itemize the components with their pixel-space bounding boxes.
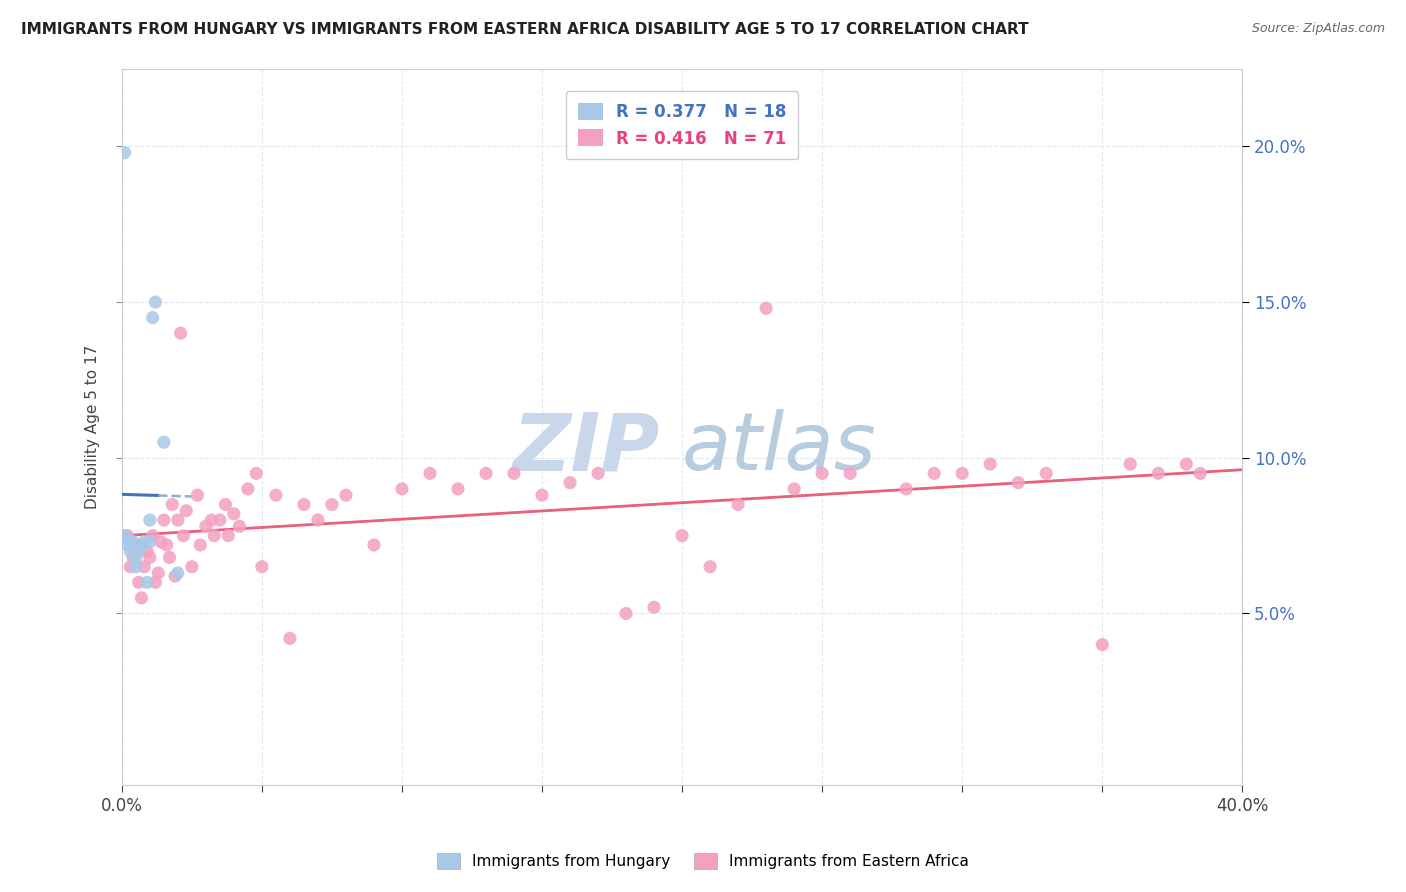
- Point: [117, 528, 139, 542]
- Point: [139, 534, 162, 549]
- Point: [1175, 457, 1198, 471]
- Point: [699, 559, 721, 574]
- Point: [142, 528, 165, 542]
- Point: [122, 550, 145, 565]
- Point: [531, 488, 554, 502]
- Point: [447, 482, 470, 496]
- Point: [145, 295, 167, 310]
- Point: [419, 467, 441, 481]
- Point: [307, 513, 329, 527]
- Point: [1007, 475, 1029, 490]
- Point: [174, 504, 197, 518]
- Point: [128, 575, 150, 590]
- Point: [142, 310, 165, 325]
- Point: [165, 569, 187, 583]
- Point: [145, 575, 167, 590]
- Point: [136, 544, 159, 558]
- Point: [148, 566, 170, 580]
- Point: [172, 528, 194, 542]
- Point: [811, 467, 834, 481]
- Point: [1035, 467, 1057, 481]
- Point: [134, 534, 156, 549]
- Point: [335, 488, 357, 502]
- Text: atlas: atlas: [682, 409, 877, 487]
- Point: [755, 301, 778, 316]
- Point: [208, 513, 231, 527]
- Point: [896, 482, 918, 496]
- Text: ZIP: ZIP: [512, 409, 659, 487]
- Point: [671, 528, 693, 542]
- Legend: R = 0.377   N = 18, R = 0.416   N = 71: R = 0.377 N = 18, R = 0.416 N = 71: [567, 91, 799, 159]
- Point: [950, 467, 973, 481]
- Point: [217, 528, 239, 542]
- Point: [475, 467, 498, 481]
- Point: [194, 519, 217, 533]
- Point: [783, 482, 806, 496]
- Point: [979, 457, 1001, 471]
- Point: [131, 591, 153, 605]
- Point: [200, 513, 222, 527]
- Point: [250, 559, 273, 574]
- Point: [214, 498, 236, 512]
- Point: [166, 566, 188, 580]
- Point: [134, 559, 156, 574]
- Legend: Immigrants from Hungary, Immigrants from Eastern Africa: Immigrants from Hungary, Immigrants from…: [432, 847, 974, 875]
- Point: [120, 559, 142, 574]
- Point: [131, 538, 153, 552]
- Point: [122, 534, 145, 549]
- Point: [125, 538, 148, 552]
- Y-axis label: Disability Age 5 to 17: Disability Age 5 to 17: [86, 344, 100, 508]
- Point: [166, 513, 188, 527]
- Point: [236, 482, 259, 496]
- Point: [128, 544, 150, 558]
- Text: IMMIGRANTS FROM HUNGARY VS IMMIGRANTS FROM EASTERN AFRICA DISABILITY AGE 5 TO 17: IMMIGRANTS FROM HUNGARY VS IMMIGRANTS FR…: [21, 22, 1029, 37]
- Point: [114, 145, 136, 160]
- Point: [139, 513, 162, 527]
- Point: [1189, 467, 1212, 481]
- Point: [503, 467, 526, 481]
- Point: [202, 528, 225, 542]
- Point: [114, 528, 136, 542]
- Point: [245, 467, 267, 481]
- Point: [727, 498, 749, 512]
- Point: [264, 488, 287, 502]
- Point: [558, 475, 581, 490]
- Point: [153, 435, 176, 450]
- Point: [1091, 638, 1114, 652]
- Point: [120, 544, 142, 558]
- Point: [292, 498, 315, 512]
- Point: [156, 538, 179, 552]
- Point: [120, 534, 142, 549]
- Point: [1147, 467, 1170, 481]
- Point: [922, 467, 945, 481]
- Point: [363, 538, 385, 552]
- Point: [136, 575, 159, 590]
- Point: [1119, 457, 1142, 471]
- Point: [117, 538, 139, 552]
- Point: [222, 507, 245, 521]
- Text: Source: ZipAtlas.com: Source: ZipAtlas.com: [1251, 22, 1385, 36]
- Point: [278, 632, 301, 646]
- Point: [150, 534, 173, 549]
- Point: [153, 513, 176, 527]
- Point: [228, 519, 250, 533]
- Point: [162, 498, 184, 512]
- Point: [643, 600, 665, 615]
- Point: [391, 482, 413, 496]
- Point: [125, 559, 148, 574]
- Point: [180, 559, 202, 574]
- Point: [186, 488, 208, 502]
- Point: [139, 550, 162, 565]
- Point: [586, 467, 609, 481]
- Point: [159, 550, 181, 565]
- Point: [169, 326, 191, 341]
- Point: [125, 550, 148, 565]
- Point: [188, 538, 211, 552]
- Point: [839, 467, 862, 481]
- Point: [614, 607, 637, 621]
- Point: [321, 498, 343, 512]
